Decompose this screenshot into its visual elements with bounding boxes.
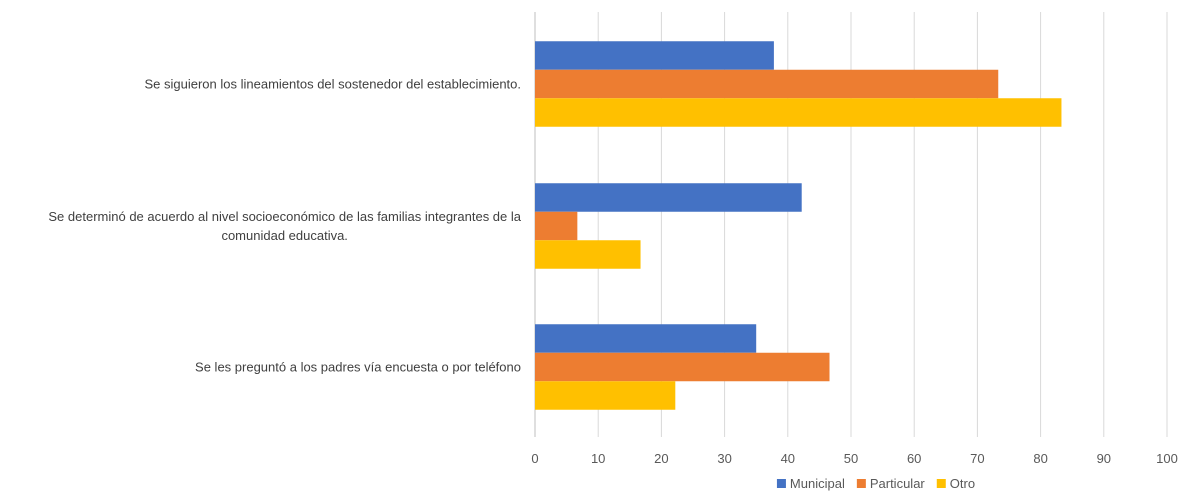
legend-swatch bbox=[776, 479, 786, 488]
bar-otro-1 bbox=[535, 98, 1062, 127]
x-tick-label: 90 bbox=[1097, 451, 1111, 466]
legend-swatch bbox=[936, 479, 946, 488]
bar-municipal-1 bbox=[535, 41, 774, 70]
category-label: comunidad educativa. bbox=[221, 228, 347, 243]
legend-item-otro: Otro bbox=[936, 476, 975, 491]
bars bbox=[535, 41, 1062, 410]
bar-otro-2 bbox=[535, 240, 641, 269]
x-tick-label: 60 bbox=[907, 451, 921, 466]
legend-item-particular: Particular bbox=[856, 476, 926, 491]
category-label: Se les preguntó a los padres vía encuest… bbox=[195, 360, 521, 375]
legend-label: Municipal bbox=[790, 476, 845, 491]
bar-particular-2 bbox=[535, 211, 578, 241]
x-tick-label: 40 bbox=[781, 451, 795, 466]
legend-swatch bbox=[856, 479, 866, 488]
x-axis-ticks: 0 10 20 30 40 50 60 70 80 90 100 bbox=[531, 451, 1177, 466]
legend-label: Otro bbox=[950, 476, 975, 491]
x-tick-label: 30 bbox=[717, 451, 731, 466]
x-tick-label: 0 bbox=[531, 451, 538, 466]
category-label: Se siguieron los lineamientos del sosten… bbox=[145, 77, 522, 92]
legend-item-municipal: Municipal bbox=[776, 476, 845, 491]
bar-municipal-2 bbox=[535, 183, 802, 212]
bar-particular-1 bbox=[535, 69, 999, 99]
category-labels: Se siguieron los lineamientos del sosten… bbox=[48, 77, 521, 375]
x-tick-label: 70 bbox=[970, 451, 984, 466]
legend-label: Particular bbox=[870, 476, 926, 491]
bar-otro-3 bbox=[535, 381, 676, 410]
category-label: Se determinó de acuerdo al nivel socioec… bbox=[48, 209, 521, 224]
x-tick-label: 80 bbox=[1033, 451, 1047, 466]
bar-particular-3 bbox=[535, 352, 830, 382]
x-tick-label: 20 bbox=[654, 451, 668, 466]
bar-municipal-3 bbox=[535, 324, 757, 353]
x-tick-label: 50 bbox=[844, 451, 858, 466]
x-tick-label: 100 bbox=[1156, 451, 1178, 466]
x-tick-label: 10 bbox=[591, 451, 605, 466]
legend: Municipal Particular Otro bbox=[776, 476, 975, 491]
